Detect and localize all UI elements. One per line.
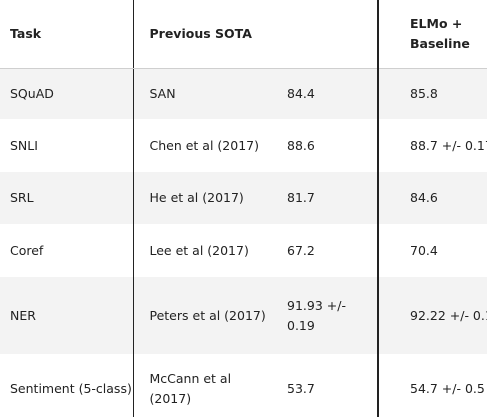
- header-task: Task: [0, 0, 134, 69]
- cell-previous-score: 91.93 +/- 0.19: [269, 276, 379, 355]
- cell-task: SNLI: [0, 119, 134, 172]
- header-previous-sota: Previous SOTA: [133, 0, 379, 69]
- cell-previous-score: 81.7: [269, 171, 379, 225]
- cell-previous-method: Chen et al (2017): [149, 137, 259, 153]
- cell-previous-score: 84.4: [269, 68, 379, 120]
- table-row: NER Peters et al (2017) 91.93 +/- 0.19 9…: [0, 276, 487, 355]
- header-row: Task Previous SOTA ELMo + Baseline: [0, 0, 487, 69]
- table-row: Sentiment (5-class) McCann et al (2017) …: [0, 354, 487, 417]
- cell-previous-method: McCann et al (2017): [149, 371, 232, 406]
- cell-elmo-score: 54.7 +/- 0.5: [410, 381, 485, 396]
- cell-previous-method: He et al (2017): [149, 190, 244, 205]
- table-row: Coref Lee et al (2017) 67.2 70.4: [0, 224, 487, 277]
- cell-previous-score: 53.7: [269, 354, 379, 417]
- table-row: SRL He et al (2017) 81.7 84.6: [0, 171, 487, 225]
- cell-elmo-score: 88.7 +/- 0.17: [410, 137, 487, 153]
- cell-task: Coref: [0, 224, 134, 277]
- cell-elmo-score: 85.8: [410, 86, 438, 101]
- table-row: SQuAD SAN 84.4 85.8: [0, 68, 487, 120]
- cell-previous-method: Peters et al (2017): [149, 307, 266, 323]
- cell-previous-score: 88.6: [269, 119, 379, 172]
- table-body: SQuAD SAN 84.4 85.8 SNLI Chen et al (201…: [0, 68, 487, 417]
- cell-task: Sentiment (5-class): [0, 354, 134, 417]
- cell-task: SQuAD: [0, 68, 134, 120]
- cell-previous-score: 67.2: [269, 224, 379, 277]
- cell-elmo-score: 92.22 +/- 0.10: [410, 307, 487, 323]
- cell-task: SRL: [0, 171, 134, 225]
- cell-previous-method: Lee et al (2017): [149, 242, 249, 258]
- table-header: Task Previous SOTA ELMo + Baseline: [0, 0, 487, 69]
- cell-previous-method: SAN: [149, 86, 176, 101]
- table-row: SNLI Chen et al (2017) 88.6 88.7 +/- 0.1…: [0, 119, 487, 172]
- cell-task: NER: [0, 276, 134, 355]
- cell-elmo-score: 70.4: [410, 242, 438, 258]
- cell-elmo-score: 84.6: [410, 190, 438, 205]
- header-elmo-baseline: ELMo + Baseline: [378, 0, 487, 69]
